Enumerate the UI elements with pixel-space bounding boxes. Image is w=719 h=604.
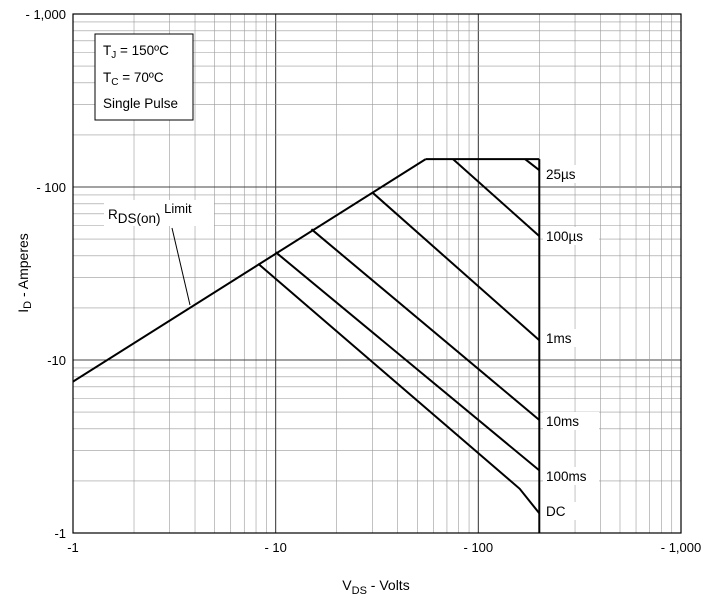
x-tick-label: - 1,000 [661,540,701,555]
curve-label-bg [543,165,599,183]
x-tick-label: - 10 [264,540,286,555]
x-tick-label: -1 [67,540,79,555]
pulse-curve-labels: 25µs 100µs 1ms 10ms 100ms DC [543,165,599,520]
curve-label-100ms: 100ms [546,469,587,484]
curve-DC [257,263,541,514]
soa-envelope [72,158,541,533]
y-tick-label: -1 [54,526,66,541]
curve-label-DC: DC [546,504,566,519]
pulse-condition: Single Pulse [103,96,178,111]
curve-10ms [310,228,540,421]
curve-100us [452,158,540,237]
curve-label-bg [543,227,599,245]
rds-limit-annotation: RDS(on) Limit [104,200,214,306]
y-tick-label: -10 [47,353,66,368]
curve-label-bg [543,467,599,485]
rds-limit-line [72,158,427,383]
pulse-curves [257,158,541,514]
curve-25us [524,158,540,171]
y-tick-label: - 1,000 [26,7,66,22]
y-tick-label: - 100 [36,180,66,195]
y-tick-labels: -1 -10 - 100 - 1,000 [26,7,66,541]
conditions-box-frame [94,33,194,121]
plot-frame [72,13,682,534]
curve-1ms [371,191,540,342]
curve-label-25us: 25µs [546,167,576,182]
curve-label-10ms: 10ms [546,414,579,429]
curve-label-1ms: 1ms [546,331,572,346]
x-tick-label: - 100 [464,540,494,555]
grid [73,14,681,533]
tc-condition: TC = 70ºC [103,70,164,88]
rds-leader-line [171,227,191,306]
curve-label-100us: 100µs [546,229,583,244]
tj-condition: TJ = 150ºC [103,43,169,61]
curve-label-bg [543,329,599,347]
x-tick-labels: -1 - 10 - 100 - 1,000 [67,540,701,555]
conditions-box: TJ = 150ºC TC = 70ºC Single Pulse [94,33,194,121]
curve-label-bg [543,412,599,430]
x-axis-label: VDS - Volts [342,577,409,597]
rds-limit-label: RDS(on) Limit [108,201,192,226]
curve-label-bg [543,502,599,520]
y-axis-label: ID - Amperes [15,233,34,313]
rds-label-bg [104,200,214,226]
curve-100ms [275,251,540,472]
